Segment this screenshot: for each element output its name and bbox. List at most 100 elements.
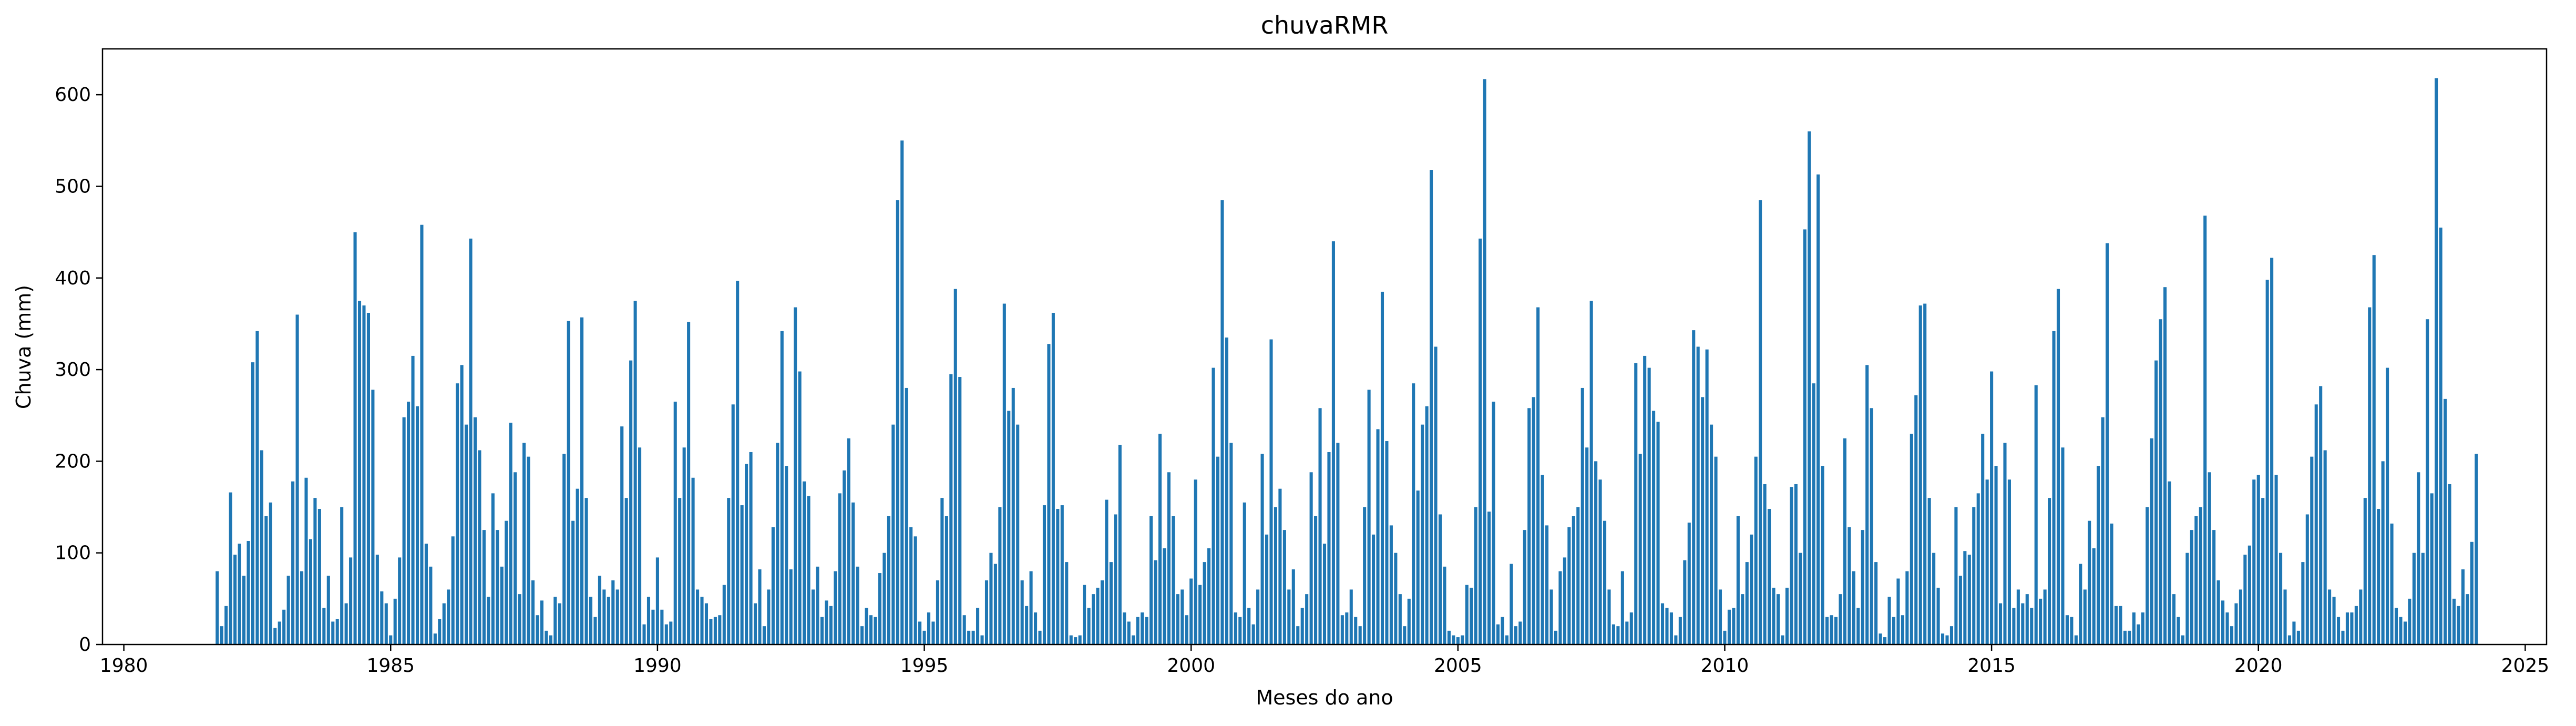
bar [2185,553,2189,645]
bar [1763,484,1767,645]
y-tick-label: 500 [55,176,91,197]
bar [2435,78,2438,645]
bar [731,404,735,645]
bar [1732,608,1736,645]
bar [829,606,833,645]
bar [1011,387,1015,645]
bar [1638,454,1642,645]
bar [1918,305,1922,645]
bar [909,527,913,645]
bar [1932,553,1936,645]
bar [273,628,277,645]
bar [2372,255,2376,645]
bar [624,498,628,645]
bar [1247,608,1251,645]
bar [1372,534,1376,645]
bar [1425,406,1429,645]
x-tick-label: 2005 [1434,655,1482,677]
bar [1185,615,1188,645]
bar [2336,617,2341,645]
bar [465,424,468,645]
bar [2310,456,2314,645]
bar [2083,589,2087,645]
bar [1127,621,1131,645]
bar [803,481,806,645]
bar [1536,307,1540,645]
bar [811,589,815,645]
bar [2390,523,2394,645]
bar [1167,472,1171,645]
bar [905,387,908,645]
bar [344,603,348,645]
bar [2296,630,2300,645]
bar [704,603,709,645]
bar [2101,417,2105,645]
bar [998,507,1002,645]
bar [469,238,473,645]
bar [1821,466,1824,645]
bar [1510,564,1513,645]
bar [1198,585,1202,645]
bar [1958,576,1962,645]
bar [282,609,286,645]
bar [869,615,873,645]
bar [2421,553,2425,645]
y-tick-label: 400 [55,268,91,289]
bar [1403,626,1407,645]
bar [247,541,250,645]
bar [1794,484,1798,645]
bar [1963,551,1967,645]
bar [1318,408,1322,645]
bar [1443,566,1446,645]
bar [1727,609,1731,645]
bar [1567,527,1571,645]
bar [1994,466,1998,645]
bar [1745,562,1749,645]
bar [593,617,597,645]
bar [1660,603,1665,645]
bar [1123,612,1126,645]
bar [620,426,624,645]
bar [1074,637,1077,645]
bar [989,553,993,645]
bar [1990,371,1994,645]
bar [718,615,722,645]
bar [1856,608,1860,645]
bar [1532,397,1535,645]
bar [1060,505,1064,645]
bar [1398,594,1402,645]
bar [1056,509,1060,645]
bar [509,423,512,645]
bar [1949,626,1953,645]
bar [1282,530,1286,645]
bar [1380,291,1384,645]
bar [2132,612,2136,645]
bar [2150,438,2153,645]
bar [927,612,931,645]
bar [2141,612,2144,645]
bar [1723,630,1727,645]
bar [313,498,317,645]
bar [2305,514,2309,645]
bar [1643,355,1647,645]
bar [300,571,304,645]
bar [402,417,406,645]
bar [1714,456,1718,645]
bar [2137,624,2140,645]
bar [1096,587,1100,645]
bar [1029,571,1033,645]
bar [878,573,881,645]
bar [891,424,895,645]
bar [1603,520,1607,645]
bar [1002,303,1006,645]
bar [807,496,810,645]
bar [2088,520,2091,645]
bar [433,633,437,645]
bar [340,507,344,645]
bar [1776,594,1780,645]
bar [2234,603,2238,645]
bar [2052,331,2056,645]
bar [2216,580,2220,645]
bar [2359,589,2363,645]
bar [2154,360,2158,645]
